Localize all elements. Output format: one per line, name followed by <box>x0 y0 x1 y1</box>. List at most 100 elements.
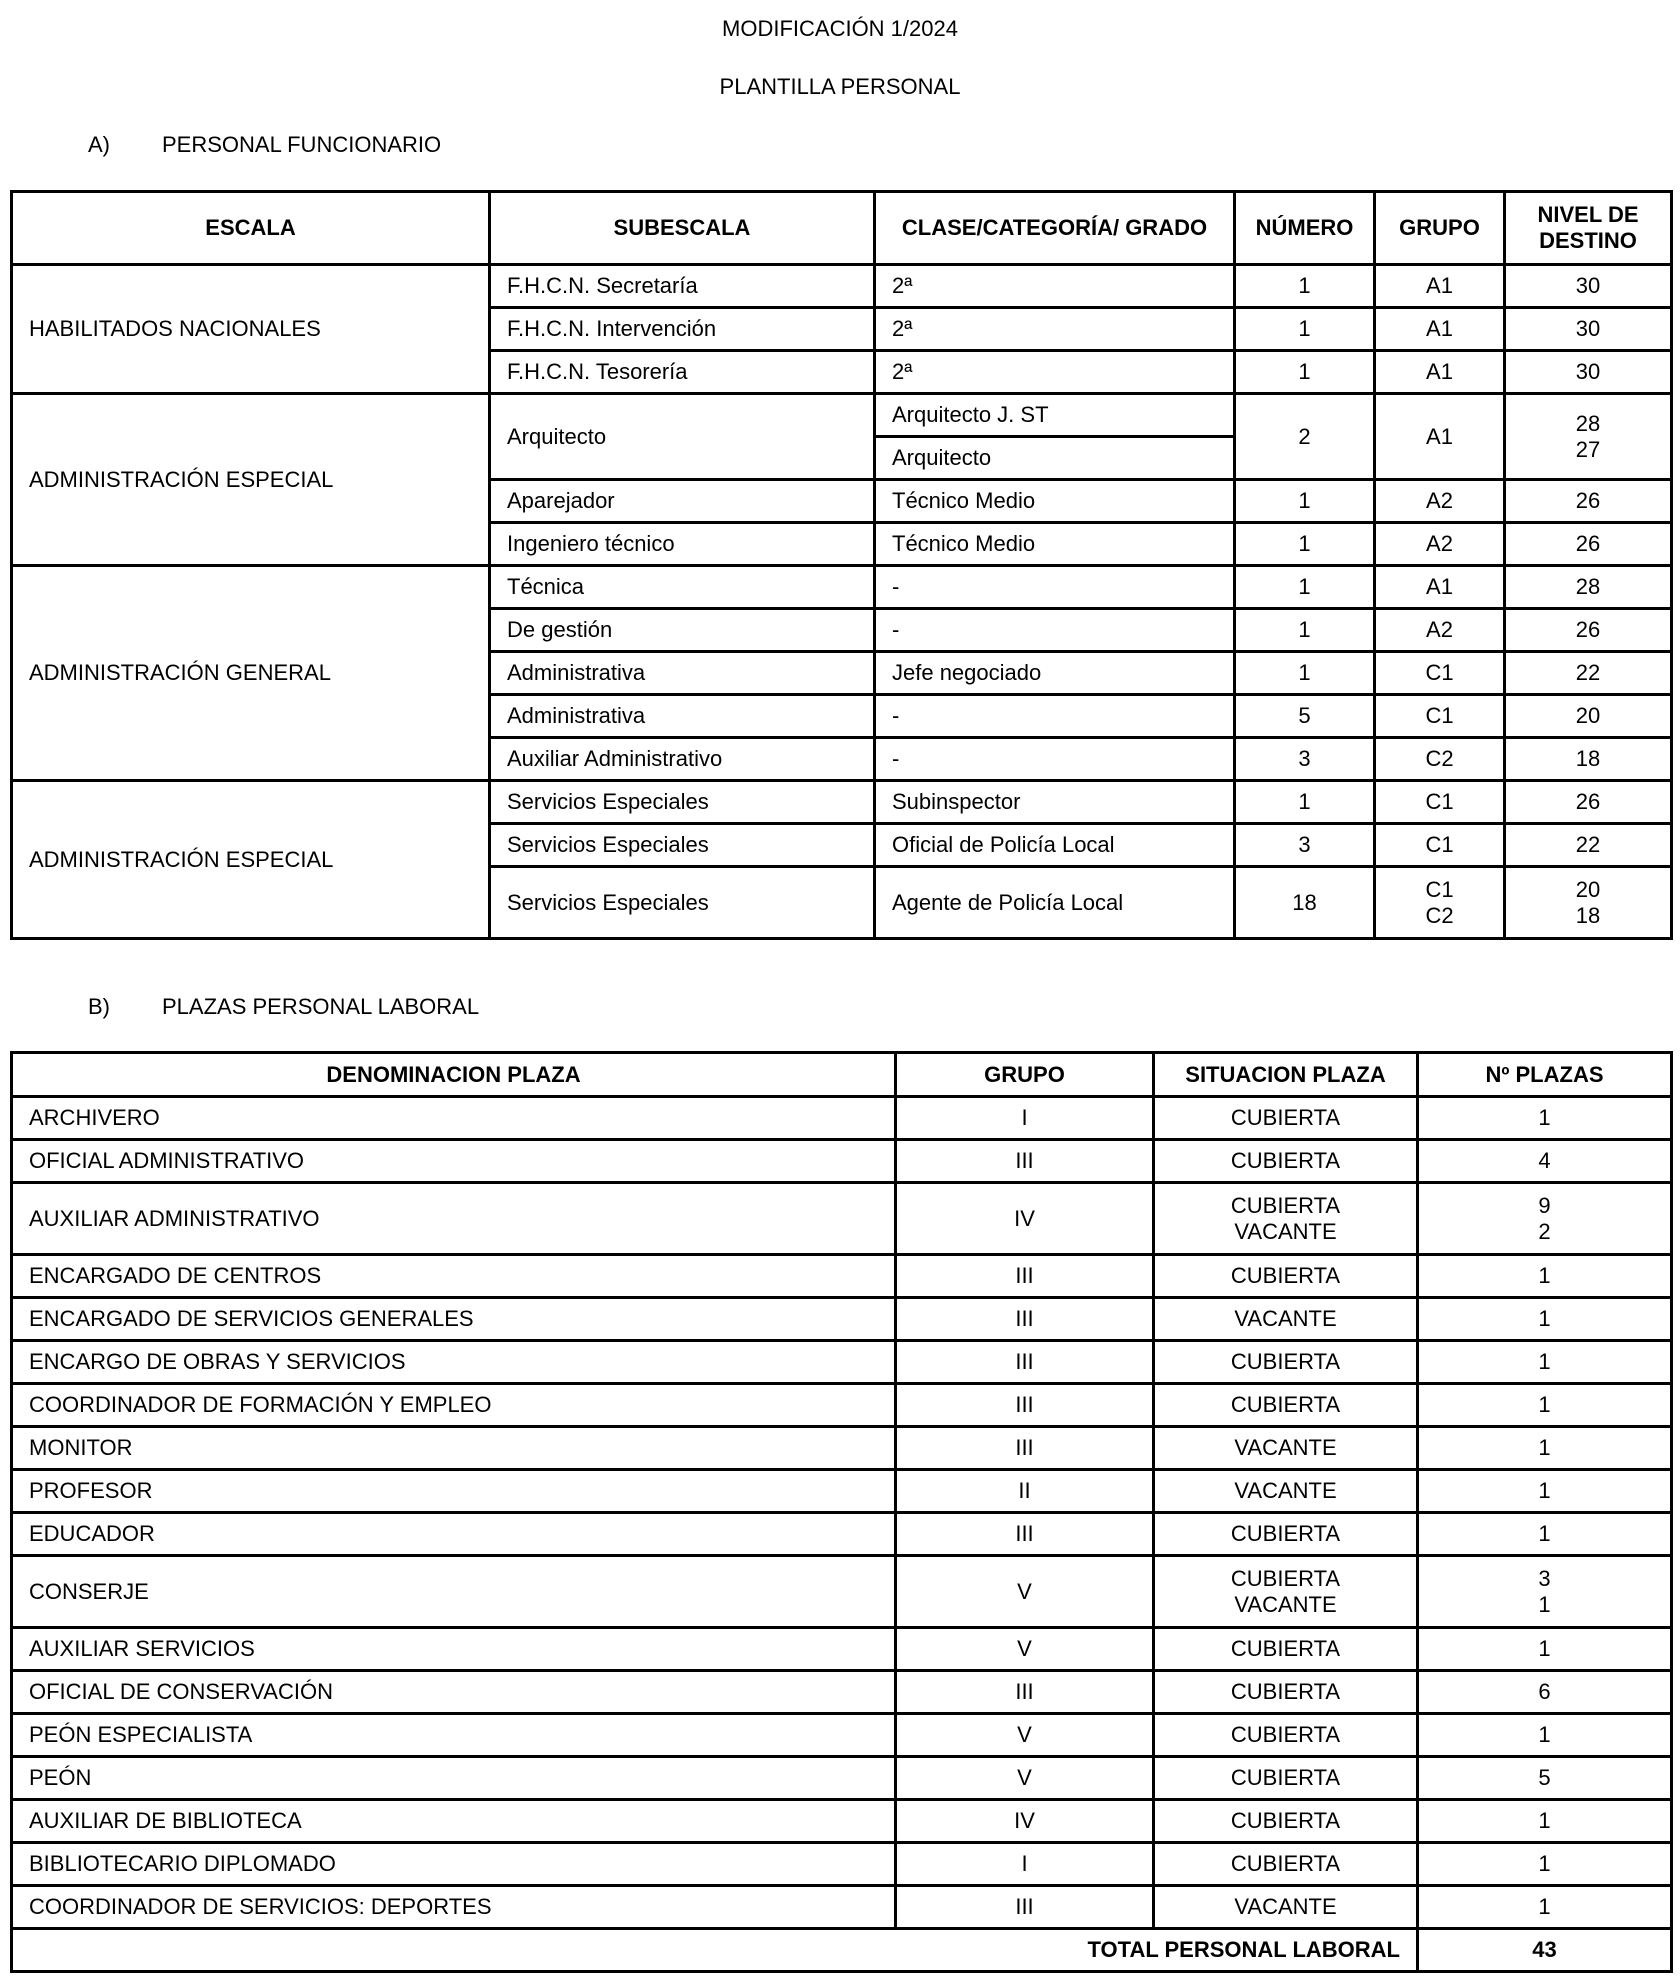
subescala-cell: F.H.C.N. Secretaría <box>488 263 876 309</box>
cell-line: 2 <box>1538 1218 1551 1244</box>
cell-line: 22 <box>1575 832 1601 857</box>
table-row: ENCARGO DE OBRAS Y SERVICIOS III CUBIERTA 1 <box>10 1339 1673 1385</box>
cell-line: CUBIERTA <box>1230 1679 1341 1704</box>
section-a-heading: PERSONAL FUNCIONARIO <box>162 132 442 157</box>
cell-line: 1 <box>1538 1263 1551 1288</box>
nivel-cell: 20 <box>1503 693 1673 739</box>
section-b-heading: PLAZAS PERSONAL LABORAL <box>162 994 480 1019</box>
cell-line: A2 <box>1426 617 1453 642</box>
table-row: ARCHIVERO I CUBIERTA 1 <box>10 1095 1673 1141</box>
personal-funcionario-table: ESCALA SUBESCALA CLASE/CATEGORÍA/ GRADO NÚM… <box>10 190 1673 940</box>
plaza-cell: PROFESOR <box>10 1468 897 1514</box>
cell-line: CUBIERTA <box>1230 1565 1341 1591</box>
cell-line: 1 <box>1538 1851 1551 1876</box>
situacion-cell: CUBIERTA <box>1152 1712 1419 1758</box>
numero-cell: 3 <box>1233 822 1376 868</box>
nivel-cell: 30 <box>1503 263 1673 309</box>
plaza-cell: PEÓN <box>10 1755 897 1801</box>
numero-cell: 1 <box>1233 521 1376 567</box>
cell-line: 28 <box>1575 574 1601 599</box>
cell-line: 1 <box>1538 1478 1551 1503</box>
total-value: 43 <box>1416 1927 1673 1973</box>
grupo-cell: A2 <box>1373 607 1506 653</box>
cell-line: C1 <box>1425 660 1454 685</box>
grupo-cell: III <box>894 1339 1155 1385</box>
plazas-cell: 1 <box>1416 1253 1673 1299</box>
subescala-cell: Aparejador <box>488 478 876 524</box>
table-row: PEÓN V CUBIERTA 5 <box>10 1755 1673 1801</box>
cell-line: A1 <box>1426 316 1453 341</box>
plaza-cell: AUXILIAR DE BIBLIOTECA <box>10 1798 897 1844</box>
table-row: Administrativa -5 C1 20 <box>12 693 1673 739</box>
clase-cell: - <box>873 564 1236 610</box>
cell-line: 20 <box>1575 703 1601 728</box>
cell-line: 18 <box>1575 746 1601 771</box>
cell-line: 1 <box>1538 1349 1551 1374</box>
situacion-cell: CUBIERTA <box>1152 1138 1419 1184</box>
plazas-cell: 1 <box>1416 1626 1673 1672</box>
table-row: OFICIAL ADMINISTRATIVO III CUBIERTA 4 <box>10 1138 1673 1184</box>
cell-line: 1 <box>1538 1392 1551 1417</box>
nivel-cell: 22 <box>1503 822 1673 868</box>
grupo-cell: A1 <box>1373 564 1506 610</box>
grupo-cell: I <box>894 1841 1155 1887</box>
plaza-cell: PEÓN ESPECIALISTA <box>10 1712 897 1758</box>
plazas-cell: 1 <box>1416 1425 1673 1471</box>
cell-line: 26 <box>1575 617 1601 642</box>
cell-line: CUBIERTA <box>1230 1521 1341 1546</box>
situacion-cell: VACANTE <box>1152 1425 1419 1471</box>
plazas-cell: 1 <box>1416 1382 1673 1428</box>
cell-line: CUBIERTA <box>1230 1765 1341 1790</box>
table-row: Aparejador Técnico Medio 1 A2 26 <box>12 478 1673 524</box>
situacion-cell: CUBIERTA <box>1152 1511 1419 1557</box>
grupo-cell: C1 <box>1373 650 1506 696</box>
cell-line: CUBIERTA <box>1230 1722 1341 1747</box>
cell-line: A1 <box>1426 359 1453 384</box>
nivel-cell: 30 <box>1503 349 1673 395</box>
cell-line: 5 <box>1538 1765 1551 1790</box>
cell-line: 28 <box>1575 410 1601 436</box>
cell-line: CUBIERTA <box>1230 1636 1341 1661</box>
table-row: ADMINISTRACIÓN GENERAL Técnica -1 A1 28 <box>10 564 1673 782</box>
escala-cell: ADMINISTRACIÓN ESPECIAL <box>10 392 491 567</box>
plaza-cell: OFICIAL DE CONSERVACIÓN <box>10 1669 897 1715</box>
clase-cell: Técnico Medio <box>873 478 1236 524</box>
clase-cell: Oficial de Policía Local <box>873 822 1236 868</box>
table-row: Auxiliar Administrativo -3 C2 18 <box>12 736 1673 782</box>
cell-line: 26 <box>1575 531 1601 556</box>
cell-line: C1 <box>1425 789 1454 814</box>
cell-line: A1 <box>1426 574 1453 599</box>
grupo-cell: C1 <box>1373 822 1506 868</box>
cell-line: 1 <box>1538 1105 1551 1130</box>
cell-line: 1 <box>1538 1722 1551 1747</box>
grupo-cell: C1 <box>1373 779 1506 825</box>
clase-cell: Técnico Medio <box>873 521 1236 567</box>
plaza-cell: MONITOR <box>10 1425 897 1471</box>
plaza-cell: BIBLIOTECARIO DIPLOMADO <box>10 1841 897 1887</box>
cell-line: A1 <box>1426 423 1453 449</box>
plaza-cell: OFICIAL ADMINISTRATIVO <box>10 1138 897 1184</box>
table-row: MONITOR III VACANTE 1 <box>10 1425 1673 1471</box>
grupo-cell: V <box>894 1626 1155 1672</box>
grupo-cell: III <box>894 1382 1155 1428</box>
section-b-letter: B) <box>88 994 110 1019</box>
table-row: ADMINISTRACIÓN ESPECIAL Arquitecto Arquite… <box>10 392 1673 567</box>
plazas-cell: 1 <box>1416 1095 1673 1141</box>
table-row: ENCARGADO DE CENTROS III CUBIERTA 1 <box>10 1253 1673 1299</box>
grupo-cell: III <box>894 1884 1155 1930</box>
cell-line: 1 <box>1538 1636 1551 1661</box>
plazas-cell: 6 <box>1416 1669 1673 1715</box>
cell-line: 1 <box>1538 1808 1551 1833</box>
cell-line: VACANTE <box>1234 1894 1337 1919</box>
cell-line: 26 <box>1575 488 1601 513</box>
cell-line: 9 <box>1538 1192 1551 1218</box>
subescala-cell: Administrativa <box>488 650 876 696</box>
cell-line: CUBIERTA <box>1230 1851 1341 1876</box>
cell-line: 27 <box>1575 436 1601 462</box>
plazas-cell: 1 <box>1416 1296 1673 1342</box>
situacion-cell: CUBIERTA <box>1152 1626 1419 1672</box>
numero-cell: 5 <box>1233 693 1376 739</box>
cell-line: CUBIERTA <box>1230 1392 1341 1417</box>
grupo-cell: A2 <box>1373 478 1506 524</box>
